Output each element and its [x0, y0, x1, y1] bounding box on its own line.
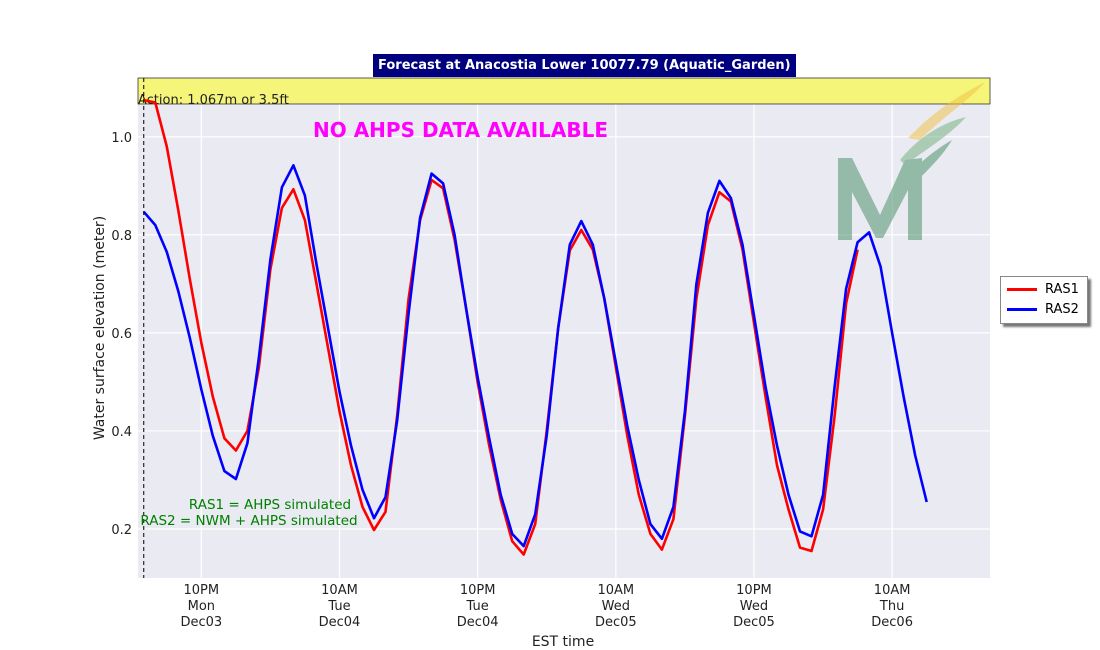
series-line-ras2	[142, 164, 928, 548]
x-tick-label: 10PM	[736, 583, 772, 598]
legend: RAS1 RAS2	[1000, 276, 1088, 324]
x-tick-label: 10AM	[597, 583, 634, 598]
legend-label-ras2: RAS2	[1045, 301, 1079, 317]
x-tick-label: 10AM	[321, 583, 358, 598]
chart-title: Forecast at Anacostia Lower 10077.79 (Aq…	[373, 54, 796, 77]
no-data-banner: NO AHPS DATA AVAILABLE	[313, 118, 608, 142]
ras1-note: RAS1 = AHPS simulated	[189, 497, 351, 513]
y-tick-label: 0.2	[111, 523, 132, 538]
x-tick-label: 10PM	[460, 583, 496, 598]
legend-item-ras2: RAS2	[1007, 300, 1079, 318]
y-tick-label: 0.4	[111, 425, 132, 440]
x-tick-label: Dec03	[180, 615, 222, 630]
x-tick-label: Dec04	[457, 615, 499, 630]
y-tick-label: 0.8	[111, 229, 132, 244]
logo-icon	[838, 82, 985, 240]
legend-item-ras1: RAS1	[1007, 280, 1079, 298]
x-tick-label: Dec04	[319, 615, 361, 630]
ras2-note: RAS2 = NWM + AHPS simulated	[140, 513, 357, 529]
x-tick-label: Dec05	[733, 615, 775, 630]
x-tick-label: Tue	[466, 599, 489, 614]
x-tick-label: Mon	[188, 599, 215, 614]
series-layer	[142, 98, 928, 556]
x-tick-label: Wed	[740, 599, 768, 614]
x-tick-label: Wed	[602, 599, 630, 614]
x-tick-label: 10PM	[184, 583, 220, 598]
x-tick-label: Dec05	[595, 615, 637, 630]
axes: 0.20.40.60.81.010PMMonDec0310AMTueDec041…	[111, 131, 913, 630]
x-tick-label: Thu	[879, 599, 904, 614]
legend-swatch-ras1	[1007, 287, 1037, 291]
y-tick-label: 0.6	[111, 327, 132, 342]
x-tick-label: Tue	[327, 599, 350, 614]
legend-swatch-ras2	[1007, 307, 1037, 311]
x-tick-label: Dec06	[871, 615, 913, 630]
legend-label-ras1: RAS1	[1045, 281, 1079, 297]
x-axis-label: EST time	[532, 634, 594, 650]
action-band	[137, 77, 991, 105]
x-tick-label: 10AM	[874, 583, 911, 598]
action-label: Action: 1.067m or 3.5ft	[138, 93, 289, 108]
y-tick-label: 1.0	[111, 131, 132, 146]
y-axis-label: Water surface elevation (meter)	[92, 216, 108, 440]
